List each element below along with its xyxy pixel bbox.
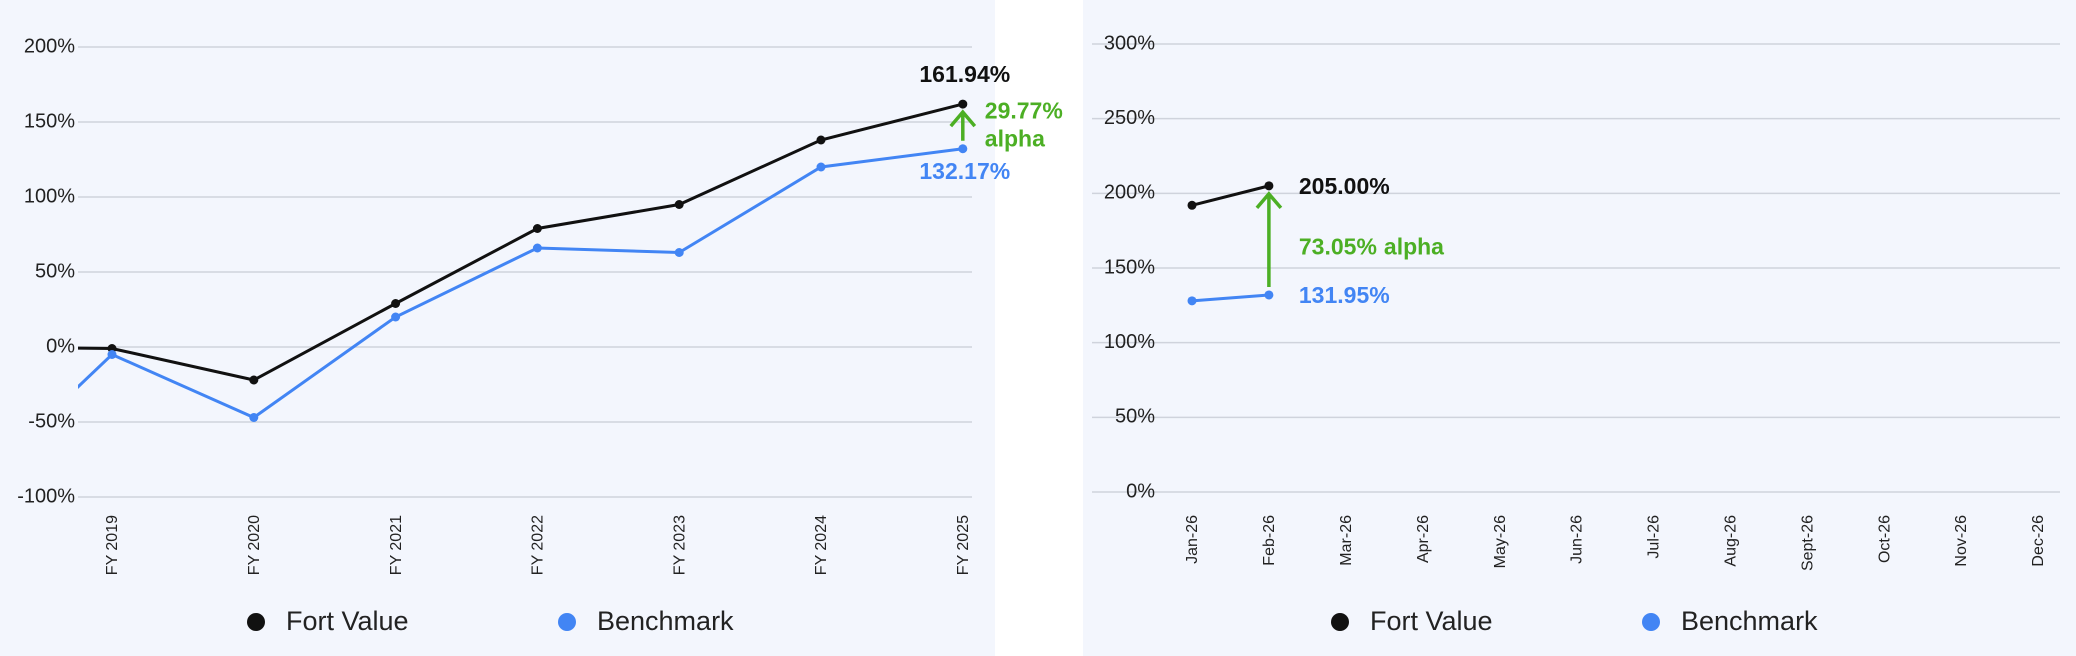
y-tick-label: 0%	[1126, 480, 1155, 502]
point	[391, 299, 401, 308]
legend-marker	[247, 613, 265, 631]
x-tick-label: FY 2021	[388, 515, 405, 575]
point	[816, 135, 826, 145]
point	[1264, 181, 1274, 191]
point	[391, 312, 401, 322]
x-tick-label: Jan-26	[1184, 515, 1201, 564]
value-label: 205.00%	[1299, 173, 1390, 199]
x-tick-label: Mar-26	[1338, 515, 1355, 566]
alpha-value: 29.77%	[985, 97, 1063, 123]
x-tick-label: FY 2025	[955, 515, 972, 575]
x-tick-label: Oct-26	[1876, 515, 1893, 563]
y-tick-label: 50%	[35, 260, 75, 282]
x-tick-label: Nov-26	[1953, 515, 1970, 567]
x-tick-label: FY 2020	[246, 515, 263, 575]
y-tick-label: 250%	[1104, 107, 1155, 129]
alpha-value: 73.05%	[1299, 233, 1377, 259]
point	[1264, 290, 1274, 300]
value-label: 161.94%	[919, 61, 1010, 87]
point	[1187, 200, 1197, 210]
point	[1187, 296, 1197, 306]
legend-label: Benchmark	[597, 606, 734, 636]
point	[816, 162, 826, 172]
point	[674, 248, 684, 257]
legend-label: Benchmark	[1681, 606, 1818, 636]
x-tick-label: Jul-26	[1646, 515, 1663, 559]
line	[1191, 293, 1270, 303]
point	[107, 350, 117, 359]
y-tick-label: 100%	[1104, 331, 1155, 353]
line	[78, 102, 964, 382]
y-tick-label: 0%	[46, 335, 75, 357]
panel	[1083, 0, 2076, 656]
alpha-text: alpha	[1384, 233, 1444, 259]
value-label: 131.95%	[1299, 282, 1390, 308]
panel	[0, 0, 995, 656]
y-tick-label: 200%	[1104, 182, 1155, 204]
point	[249, 375, 259, 385]
line	[78, 147, 963, 420]
point	[532, 224, 542, 233]
point	[532, 243, 542, 253]
x-tick-label: FY 2022	[530, 515, 547, 575]
y-tick-label: -50%	[28, 410, 75, 432]
x-tick-label: Jun-26	[1569, 515, 1586, 564]
value-label: 132.17%	[919, 158, 1010, 184]
x-tick-label: Sept-26	[1799, 515, 1816, 571]
line	[1191, 184, 1270, 207]
x-tick-label: Dec-26	[2030, 515, 2047, 567]
alpha-arrow	[1255, 191, 1283, 287]
point	[958, 99, 968, 109]
x-tick-label: FY 2024	[813, 515, 830, 575]
y-tick-label: -100%	[17, 485, 75, 507]
point	[958, 144, 968, 154]
x-tick-label: Apr-26	[1415, 515, 1432, 563]
legend-marker	[1331, 613, 1349, 631]
x-tick-label: Feb-26	[1261, 515, 1278, 566]
alpha-text: alpha	[985, 125, 1045, 151]
x-tick-label: May-26	[1492, 515, 1509, 568]
x-tick-label: Aug-26	[1723, 515, 1740, 567]
legend-label: Fort Value	[286, 606, 409, 636]
y-tick-label: 50%	[1115, 406, 1155, 428]
alpha-label: 73.05% alpha	[1299, 233, 1444, 259]
y-tick-label: 300%	[1104, 32, 1155, 54]
plot	[1187, 181, 1274, 306]
y-tick-label: 150%	[24, 110, 75, 132]
point	[249, 413, 259, 422]
x-tick-label: FY 2023	[671, 515, 688, 575]
y-tick-label: 200%	[24, 35, 75, 57]
y-tick-label: 100%	[24, 185, 75, 207]
legend-marker	[1642, 613, 1660, 631]
x-tick-label: FY 2019	[104, 515, 121, 575]
legend-label: Fort Value	[1370, 606, 1493, 636]
y-tick-label: 150%	[1104, 256, 1155, 278]
legend-marker	[558, 613, 576, 631]
plot	[78, 99, 968, 422]
alpha-arrow	[949, 109, 977, 141]
point	[674, 200, 684, 209]
